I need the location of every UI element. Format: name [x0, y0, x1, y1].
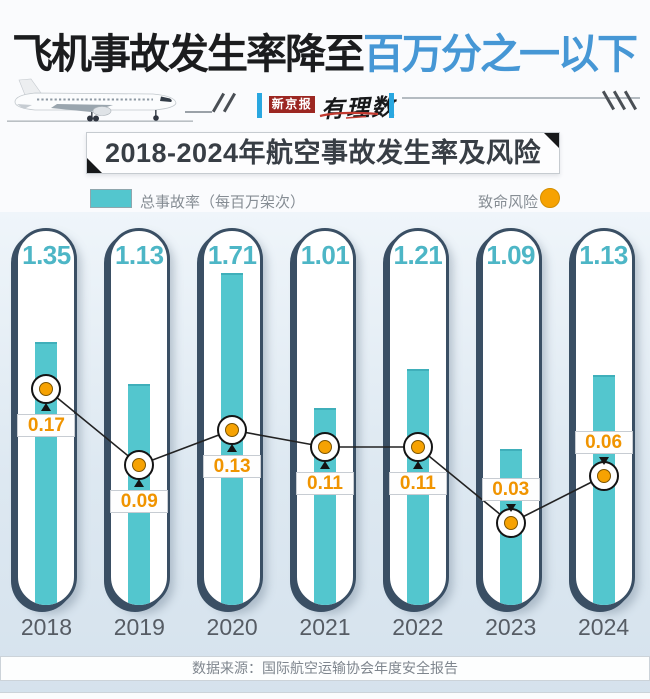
accident-rate-value: 1.21: [393, 240, 443, 270]
pointer-triangle-icon: [598, 457, 609, 465]
fatality-risk-label: 0.13: [203, 455, 262, 478]
ground-line: [7, 120, 193, 122]
legend-dot-label: 致命风险: [478, 194, 539, 211]
pointer-triangle-icon: [41, 403, 52, 411]
year-label: 2020: [206, 614, 258, 640]
chart-title-band: 2018-2024年航空事故发生率及风险: [86, 132, 560, 174]
fatality-risk-dot: [124, 450, 155, 480]
fatality-risk-dot: [310, 432, 340, 462]
year-label: 2021: [299, 614, 351, 640]
legend-bar-label: 总事故率（每百万架次）: [140, 194, 306, 211]
rule-line-left: [185, 111, 212, 113]
year-column-2023: 1.09 0.03 2023: [464, 228, 557, 640]
chart-columns: 1.35 0.17 2018 1.13 0.09 2019 1.71: [0, 228, 650, 640]
airplane-icon: [7, 78, 193, 122]
fatality-risk-dot: [588, 461, 619, 491]
fatality-risk-dot-core: [132, 458, 147, 472]
fatality-risk-dot-core: [225, 423, 240, 437]
accident-rate-value: 1.35: [22, 240, 71, 270]
year-label: 2023: [485, 614, 537, 640]
column-frame: 1.13: [572, 228, 635, 608]
data-source-note: 数据来源：国际航空运输协会年度安全报告: [0, 656, 650, 681]
fatality-risk-dot: [402, 432, 433, 462]
red-underline-icon: [319, 111, 379, 119]
column-frame: 1.13: [108, 228, 171, 608]
year-label: 2024: [577, 614, 630, 640]
hatch-right-icon: [623, 90, 637, 111]
year-label: 2018: [20, 614, 73, 640]
pointer-triangle-icon: [227, 444, 238, 452]
rule-line-right: [402, 97, 640, 99]
fatality-risk-dot: [217, 415, 248, 445]
hatch-right-icon: [601, 90, 615, 111]
hatch-right-icon: [612, 90, 626, 111]
fatality-risk-label: 0.09: [110, 490, 169, 513]
year-column-2022: 1.21 0.11 2022: [371, 228, 464, 640]
accident-rate-value: 1.71: [207, 240, 257, 270]
title-black-text: 飞机事故发生率降至: [12, 31, 365, 77]
year-label: 2022: [392, 614, 444, 640]
brand-newspaper-logo: 新京报: [269, 96, 315, 113]
accident-rate-value: 1.13: [114, 240, 164, 270]
pointer-triangle-icon: [134, 479, 145, 487]
bottom-strip: [0, 692, 650, 699]
fold-corner-bottom-left-icon: [87, 158, 102, 173]
year-column-2018: 1.35 0.17 2018: [0, 228, 93, 640]
blue-divider-bar-icon: [257, 93, 262, 118]
fatality-risk-dot-core: [318, 440, 332, 454]
fatality-risk-label: 0.03: [481, 478, 540, 501]
fatality-risk-label: 0.17: [17, 414, 76, 437]
fatality-risk-dot-core: [410, 440, 425, 454]
accident-rate-value: 1.13: [579, 240, 628, 270]
fatality-risk-dot-core: [596, 469, 611, 483]
year-column-2021: 1.01 0.11 2021: [279, 228, 372, 640]
legend-dot-swatch: [540, 188, 560, 208]
year-column-2024: 1.13 0.06 2024: [557, 228, 650, 640]
column-frame: 1.21: [386, 228, 449, 608]
blue-divider-bar-icon: [389, 93, 394, 118]
accident-rate-value: 1.09: [486, 240, 536, 270]
column-frame: 1.09: [479, 228, 542, 608]
fold-corner-top-right-icon: [544, 133, 559, 148]
fatality-risk-label: 0.11: [388, 472, 447, 495]
fatality-risk-dot: [495, 508, 526, 538]
chart-title: 2018-2024年航空事故发生率及风险: [104, 138, 542, 168]
fatality-risk-dot-core: [503, 516, 518, 530]
title-highlight-text: 百万分之一以下: [363, 31, 638, 77]
fatality-risk-label: 0.11: [296, 472, 354, 495]
year-label: 2019: [113, 614, 165, 640]
fatality-risk-dot: [31, 374, 62, 404]
pointer-triangle-icon: [320, 461, 330, 469]
year-column-2019: 1.13 0.09 2019: [93, 228, 186, 640]
page-title: 飞机事故发生率降至百万分之一以下: [12, 20, 638, 80]
fatality-risk-label: 0.06: [574, 431, 633, 454]
year-column-2020: 1.71 0.13 2020: [186, 228, 279, 640]
legend-bar-swatch: [90, 189, 132, 208]
column-frame: 1.01: [294, 228, 356, 608]
pointer-triangle-icon: [412, 461, 423, 469]
accident-rate-value: 1.01: [300, 240, 350, 270]
fatality-risk-dot-core: [39, 382, 54, 396]
pointer-triangle-icon: [505, 504, 516, 512]
hatch-left-icon: [222, 92, 236, 113]
